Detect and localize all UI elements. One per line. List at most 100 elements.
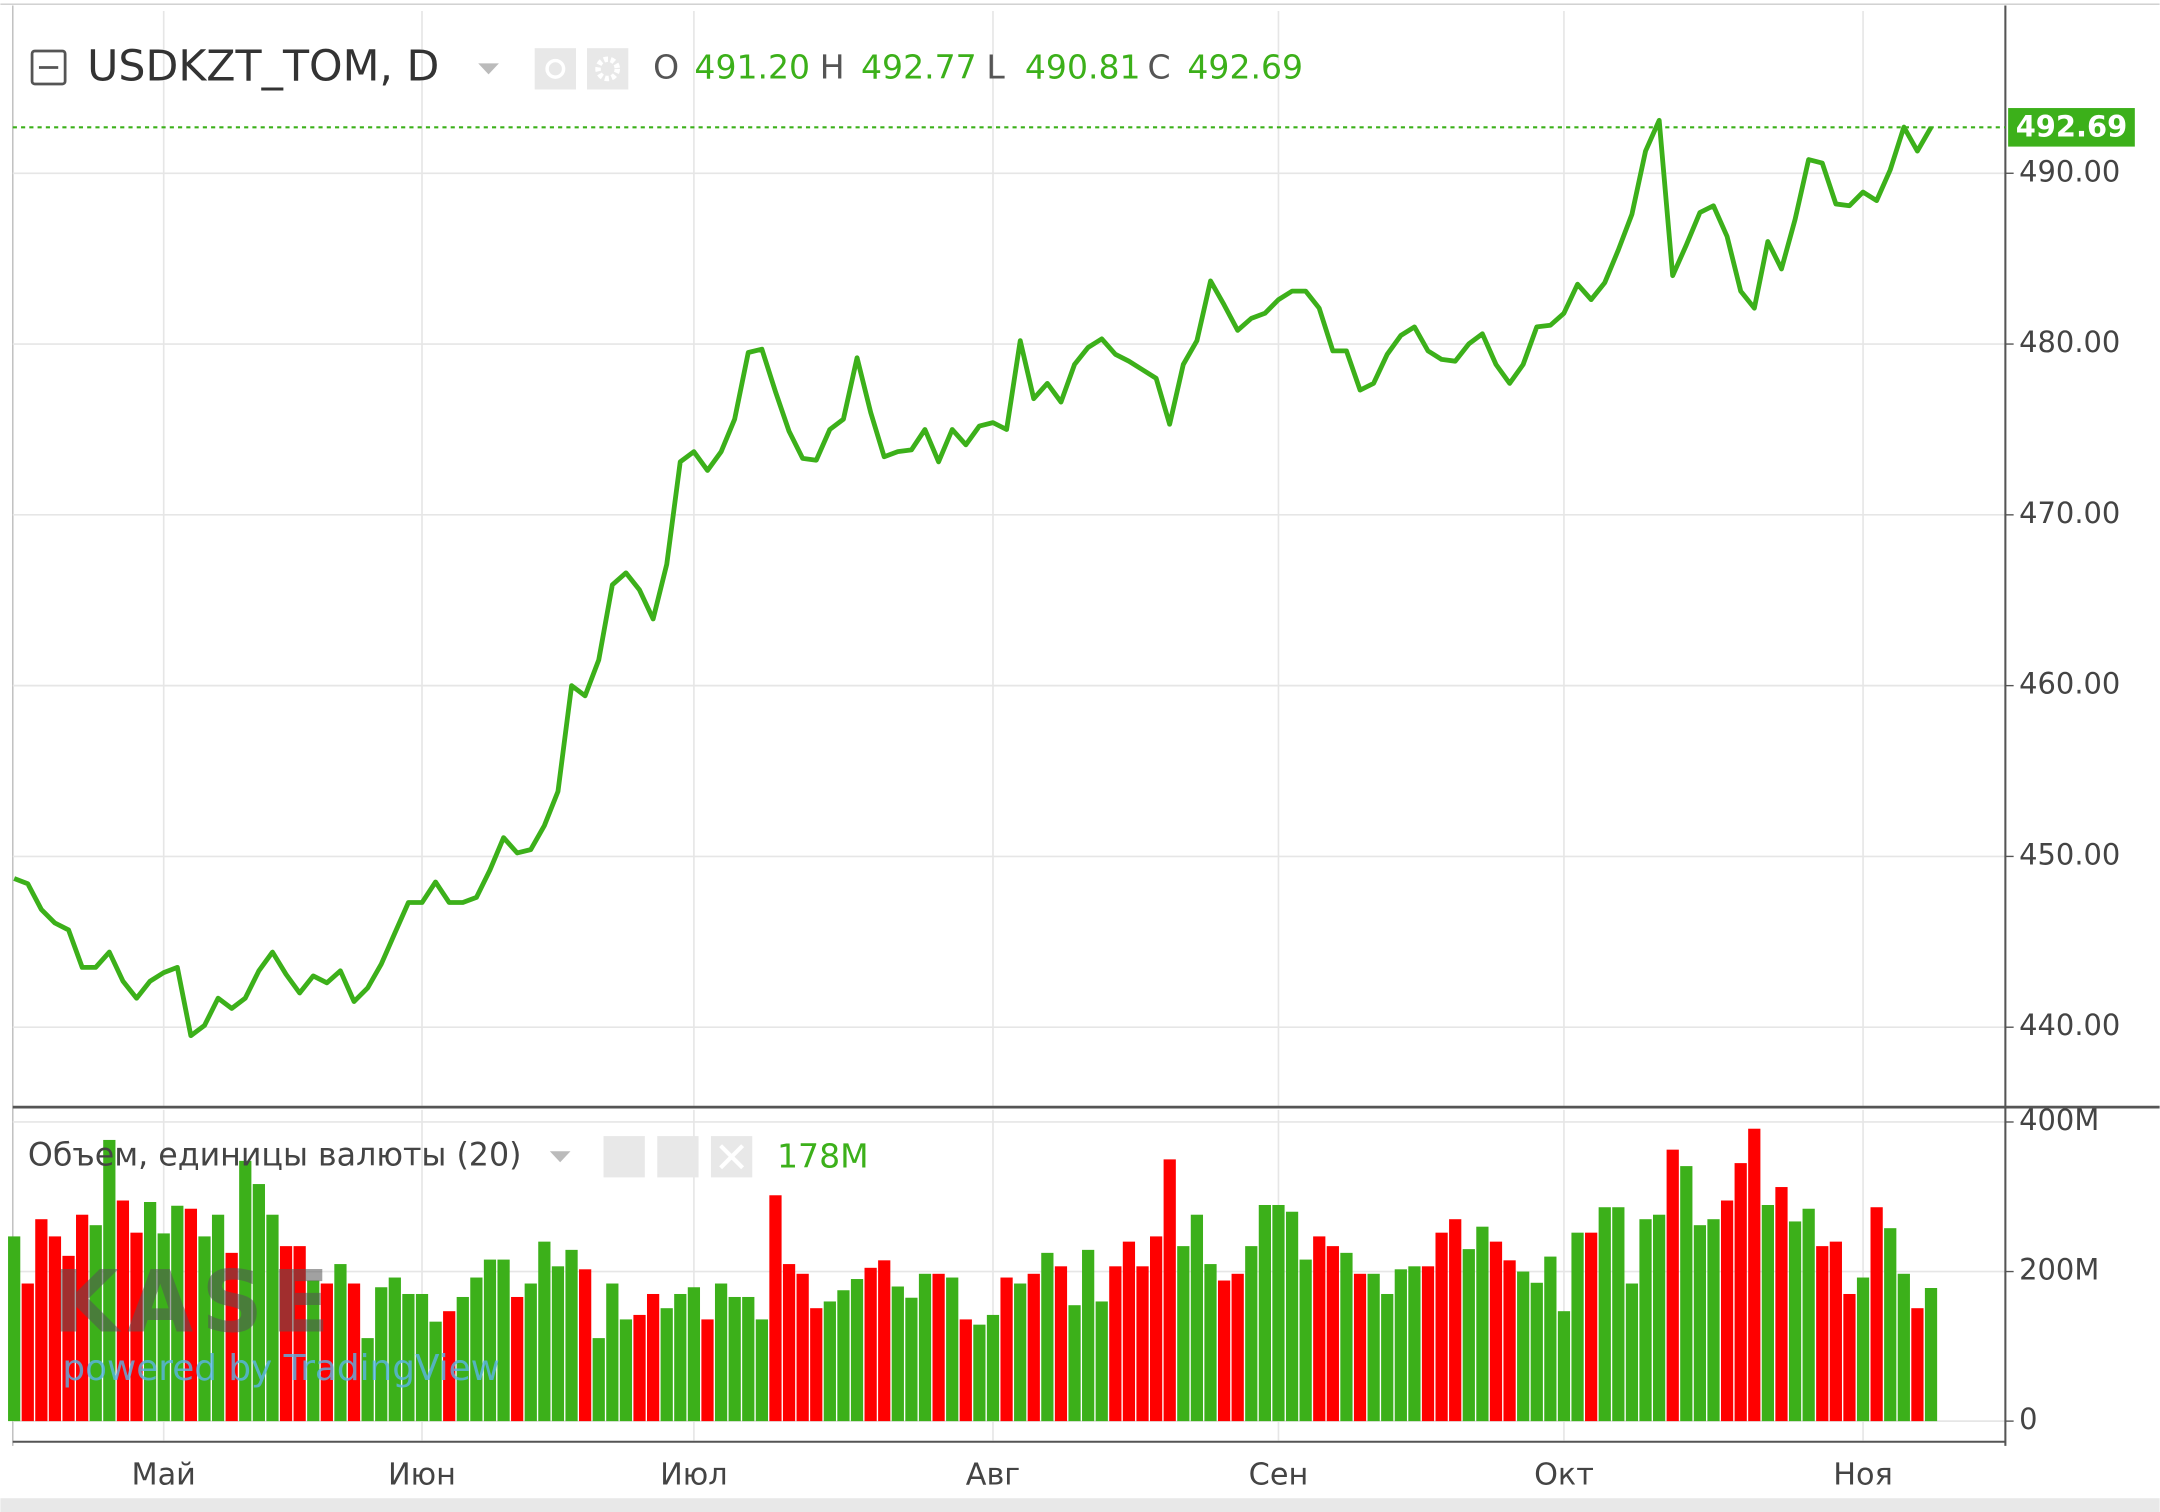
volume-bar: [171, 1205, 184, 1422]
volume-bar: [89, 1225, 102, 1422]
y-tick-label: 400M: [2019, 1103, 2099, 1137]
volume-bar: [1190, 1214, 1204, 1422]
volume-bar: [1653, 1214, 1666, 1422]
volume-bar: [184, 1208, 198, 1422]
volume-bar: [62, 1255, 75, 1422]
x-tick-label: Авг: [966, 1458, 1020, 1493]
volume-bar: [810, 1308, 823, 1422]
volume-bar: [1150, 1236, 1163, 1422]
volume-bar: [959, 1319, 972, 1422]
gear-icon: [595, 56, 621, 82]
volume-bar: [293, 1246, 306, 1422]
x-tick-label: Сен: [1249, 1458, 1309, 1493]
volume-bar: [606, 1283, 619, 1422]
volume-bar: [1014, 1283, 1027, 1422]
volume-bar: [1054, 1266, 1068, 1422]
volume-bar: [388, 1277, 401, 1422]
volume-bar: [1557, 1311, 1571, 1422]
y-tick-label: 450.00: [2019, 837, 2120, 871]
volume-bar: [1000, 1277, 1013, 1422]
volume-bar: [1204, 1264, 1217, 1422]
close-icon: [719, 1144, 745, 1170]
volume-bar: [143, 1202, 157, 1422]
volume-bar: [1231, 1273, 1244, 1422]
volume-bar: [796, 1273, 809, 1422]
settings-button[interactable]: [587, 48, 629, 90]
dropdown-arrow[interactable]: [549, 1151, 571, 1163]
volume-bar: [76, 1214, 89, 1422]
volume-bar: [1897, 1273, 1910, 1422]
last-price-label: 492.69: [2016, 110, 2128, 144]
volume-bar: [1285, 1211, 1299, 1422]
volume-bar: [633, 1314, 646, 1422]
volume-bar: [1788, 1221, 1802, 1422]
volume-bar: [1639, 1219, 1652, 1422]
volume-bar: [1408, 1266, 1421, 1422]
volume-bar: [1748, 1128, 1761, 1422]
volume-bar: [1462, 1249, 1475, 1422]
volume-bar: [769, 1195, 782, 1422]
volume-bar: [579, 1269, 592, 1422]
volume-bar: [1313, 1236, 1326, 1422]
volume-bar: [891, 1286, 904, 1422]
volume-bar: [1503, 1260, 1516, 1422]
volume-bar: [1041, 1252, 1054, 1422]
volume-bar: [986, 1314, 1000, 1422]
volume-bar: [35, 1219, 48, 1422]
volume-bar: [1449, 1219, 1462, 1422]
watermark: KASE: [53, 1254, 338, 1353]
dropdown-arrow[interactable]: [478, 63, 499, 75]
volume-bar: [878, 1260, 891, 1422]
x-tick-label: Окт: [1534, 1458, 1594, 1493]
volume-bar: [1843, 1293, 1856, 1422]
volume-bar: [347, 1283, 361, 1422]
ohlc-value: 490.81: [1025, 47, 1141, 86]
volume-bar: [1394, 1269, 1407, 1422]
volume-bar: [701, 1319, 714, 1422]
volume-bar: [483, 1259, 497, 1422]
eye-button[interactable]: [534, 48, 576, 90]
volume-bar: [375, 1287, 388, 1422]
x-tick-label: Ноя: [1833, 1458, 1893, 1493]
volume-bar: [742, 1296, 755, 1422]
volume-bar: [1109, 1266, 1122, 1422]
ohlc-label: C: [1147, 47, 1170, 86]
volume-bar: [443, 1311, 456, 1422]
volume-bar: [252, 1184, 265, 1422]
volume-bar: [130, 1232, 143, 1422]
volume-bar: [1272, 1204, 1285, 1422]
volume-bar: [1163, 1159, 1176, 1422]
settings-button[interactable]: [657, 1136, 699, 1178]
volume-bar: [1625, 1283, 1639, 1422]
volume-bar: [1136, 1266, 1149, 1422]
volume-bar: [1082, 1249, 1095, 1422]
last-price-tag: [2008, 108, 2135, 147]
ohlc-label: H: [820, 47, 845, 86]
collapse-button[interactable]: [30, 49, 67, 86]
volume-bar: [8, 1236, 21, 1422]
volume-bar: [1095, 1301, 1108, 1422]
volume-bar: [687, 1287, 701, 1422]
eye-button[interactable]: [603, 1136, 645, 1178]
volume-bar: [116, 1200, 130, 1422]
volume-bar: [1476, 1226, 1489, 1422]
volume-bar: [1707, 1219, 1720, 1422]
eye-icon: [545, 58, 566, 79]
volume-bar: [157, 1233, 170, 1422]
volume-bar: [524, 1283, 537, 1422]
volume-bar: [1381, 1293, 1394, 1422]
volume-bar: [1612, 1207, 1625, 1422]
ohlc-value: 492.77: [861, 47, 977, 86]
volume-bar: [320, 1283, 333, 1422]
volume-bar: [1177, 1246, 1190, 1422]
volume-bar: [1856, 1277, 1870, 1422]
volume-bar: [239, 1160, 252, 1422]
volume-bar: [782, 1264, 796, 1422]
volume-bar: [1884, 1228, 1897, 1422]
volume-bar: [946, 1277, 959, 1422]
volume-bar: [279, 1246, 293, 1422]
volume-bar: [1027, 1273, 1040, 1422]
volume-bar: [1775, 1187, 1788, 1422]
volume-bar: [1530, 1282, 1543, 1422]
